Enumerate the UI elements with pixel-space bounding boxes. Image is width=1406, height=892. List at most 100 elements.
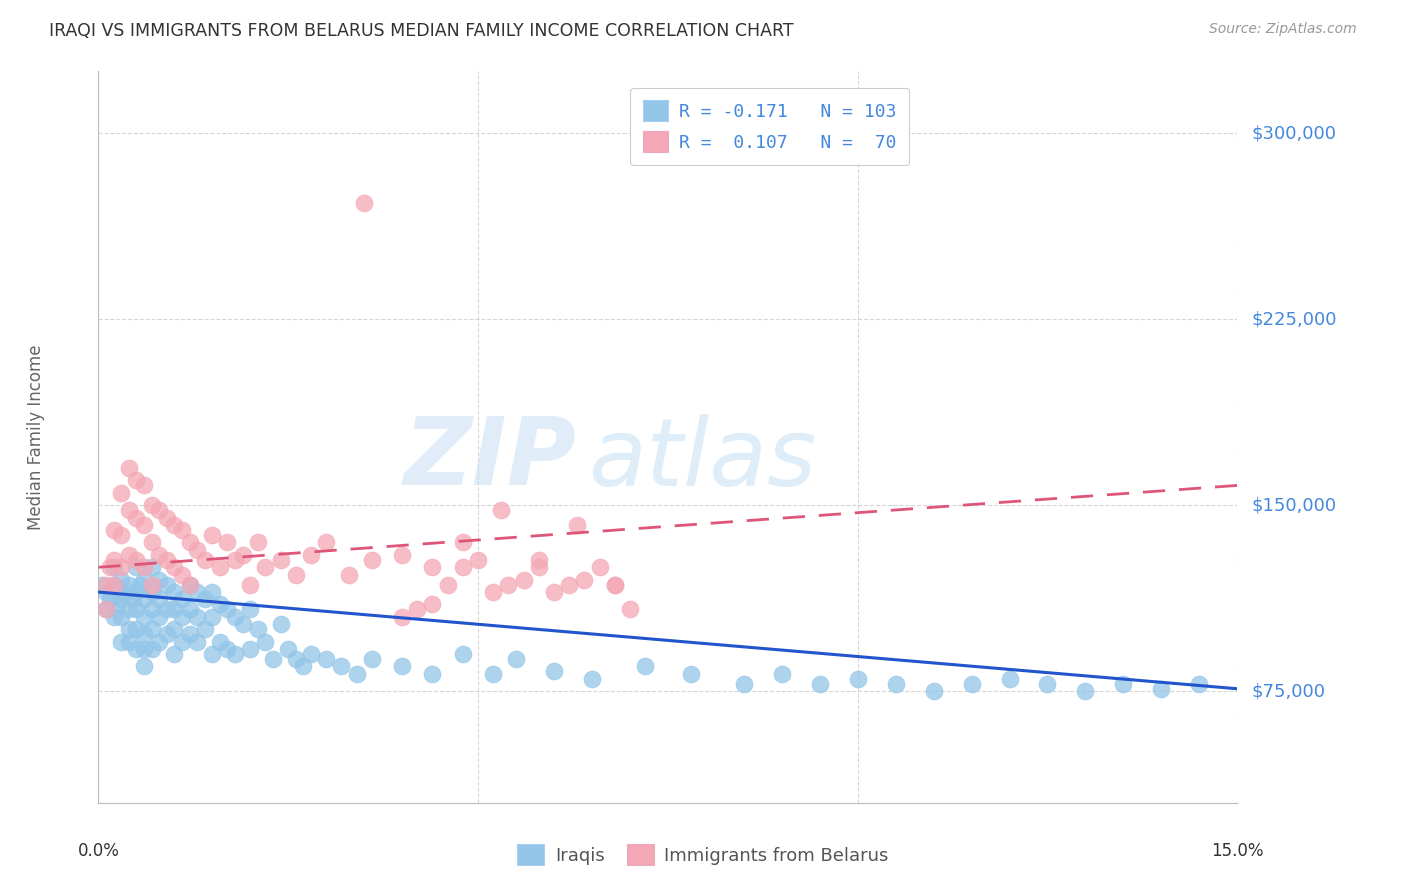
Point <box>110 528 132 542</box>
Point <box>406 602 429 616</box>
Point <box>246 535 269 549</box>
Point <box>170 523 193 537</box>
Point <box>156 577 179 591</box>
Point <box>121 592 143 607</box>
Point <box>163 518 186 533</box>
Point <box>315 535 337 549</box>
Point <box>337 567 360 582</box>
Point <box>1188 677 1211 691</box>
Point <box>208 598 231 612</box>
Point <box>505 652 527 666</box>
Point <box>141 577 163 591</box>
Point <box>619 602 641 616</box>
Point <box>141 560 163 574</box>
Point <box>91 577 114 591</box>
Point <box>125 642 148 657</box>
Point <box>208 560 231 574</box>
Point <box>132 642 155 657</box>
Point <box>148 610 170 624</box>
Point <box>163 602 186 616</box>
Point <box>1036 677 1059 691</box>
Point <box>132 592 155 607</box>
Point <box>194 622 217 636</box>
Point <box>118 622 141 636</box>
Point <box>270 617 292 632</box>
Point <box>451 560 474 574</box>
Point <box>679 666 702 681</box>
Point <box>163 647 186 661</box>
Point <box>148 592 170 607</box>
Point <box>125 622 148 636</box>
Text: 0.0%: 0.0% <box>77 842 120 860</box>
Point <box>110 610 132 624</box>
Point <box>603 577 626 591</box>
Point <box>299 647 322 661</box>
Point <box>129 577 152 591</box>
Point <box>467 553 489 567</box>
Point <box>118 577 141 591</box>
Point <box>103 553 125 567</box>
Point <box>353 195 375 210</box>
Point <box>141 585 163 599</box>
Point <box>315 652 337 666</box>
Text: $150,000: $150,000 <box>1251 496 1336 515</box>
Point <box>125 602 148 616</box>
Point <box>118 602 141 616</box>
Text: IRAQI VS IMMIGRANTS FROM BELARUS MEDIAN FAMILY INCOME CORRELATION CHART: IRAQI VS IMMIGRANTS FROM BELARUS MEDIAN … <box>49 22 794 40</box>
Point <box>170 567 193 582</box>
Point <box>1112 677 1135 691</box>
Point <box>498 577 520 591</box>
Point <box>156 627 179 641</box>
Point <box>156 602 179 616</box>
Point <box>922 684 945 698</box>
Point <box>360 553 382 567</box>
Point <box>132 659 155 673</box>
Point <box>110 592 132 607</box>
Point <box>239 642 262 657</box>
Point <box>360 652 382 666</box>
Point <box>217 602 239 616</box>
Point <box>170 610 193 624</box>
Point <box>292 659 315 673</box>
Point <box>118 503 141 517</box>
Point <box>217 642 239 657</box>
Point <box>179 577 201 591</box>
Point <box>436 577 458 591</box>
Point <box>148 548 170 562</box>
Point <box>103 577 125 591</box>
Point <box>581 672 603 686</box>
Point <box>125 585 148 599</box>
Point <box>330 659 353 673</box>
Point <box>208 634 231 648</box>
Point <box>284 652 307 666</box>
Point <box>132 610 155 624</box>
Point <box>543 585 565 599</box>
Point <box>125 553 148 567</box>
Point <box>94 602 117 616</box>
Legend: Iraqis, Immigrants from Belarus: Iraqis, Immigrants from Belarus <box>508 835 898 874</box>
Point <box>254 560 277 574</box>
Point <box>239 602 262 616</box>
Point <box>141 535 163 549</box>
Point <box>512 573 534 587</box>
Point <box>110 560 132 574</box>
Point <box>194 553 217 567</box>
Point <box>451 535 474 549</box>
Point <box>94 602 117 616</box>
Text: ZIP: ZIP <box>404 413 576 505</box>
Point <box>141 622 163 636</box>
Point <box>391 548 413 562</box>
Point <box>588 560 610 574</box>
Point <box>527 553 550 567</box>
Point <box>482 666 505 681</box>
Point <box>884 677 907 691</box>
Point <box>179 535 201 549</box>
Point <box>489 503 512 517</box>
Text: 15.0%: 15.0% <box>1211 842 1264 860</box>
Point <box>103 523 125 537</box>
Point <box>98 592 121 607</box>
Point <box>277 642 299 657</box>
Point <box>224 553 246 567</box>
Point <box>103 610 125 624</box>
Point <box>186 610 208 624</box>
